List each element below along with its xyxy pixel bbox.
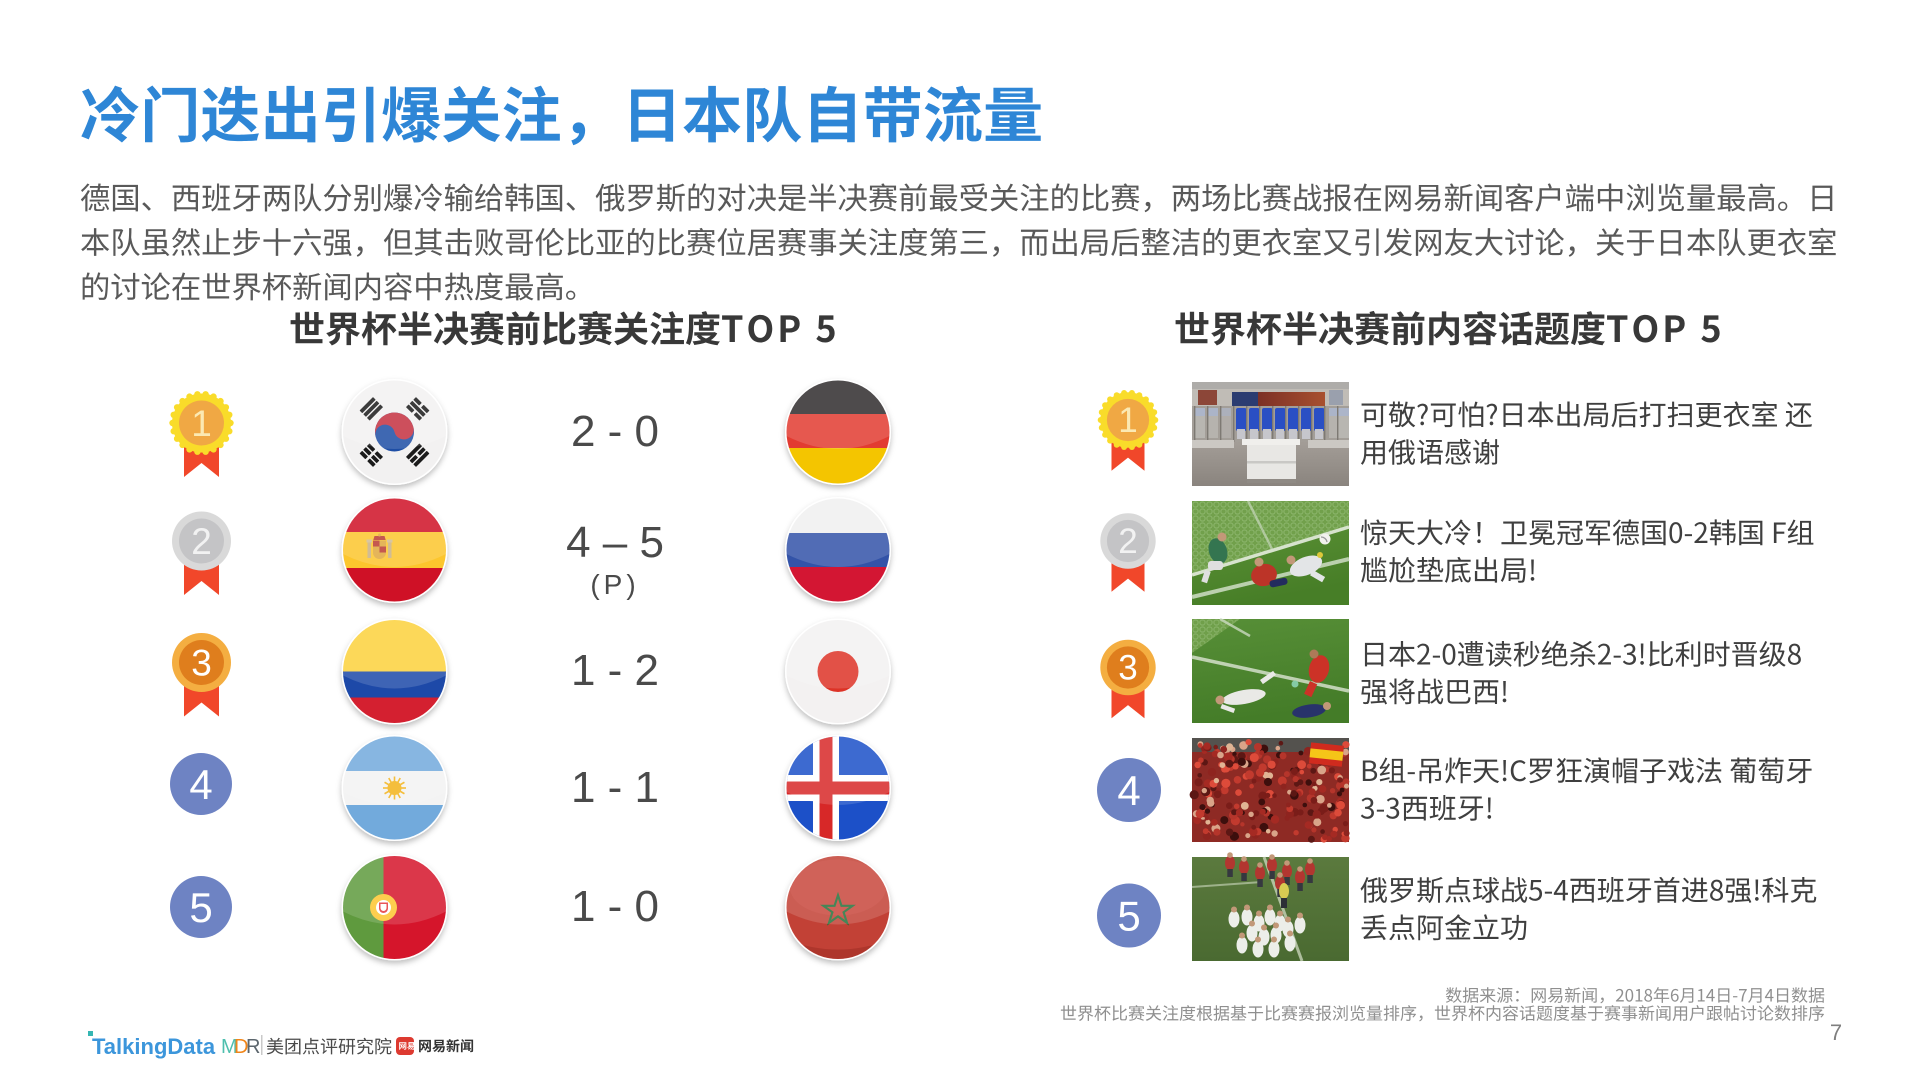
svg-text:D: D — [234, 1036, 248, 1058]
svg-text:7: 7 — [1830, 1020, 1842, 1045]
svg-text:1: 1 — [1118, 401, 1137, 440]
svg-text:1 - 2: 1 - 2 — [571, 646, 659, 695]
svg-text:3: 3 — [1118, 649, 1137, 688]
svg-text:TalkingData: TalkingData — [92, 1034, 216, 1059]
svg-text:2: 2 — [1118, 522, 1137, 561]
svg-text:4: 4 — [189, 761, 212, 808]
svg-text:3: 3 — [191, 643, 212, 684]
svg-text:1 - 0: 1 - 0 — [571, 882, 659, 931]
svg-text:2: 2 — [191, 521, 212, 562]
svg-text:4 – 5: 4 – 5 — [566, 518, 664, 567]
svg-text:5: 5 — [189, 884, 212, 931]
svg-text:(P): (P) — [590, 569, 639, 600]
svg-text:1: 1 — [191, 403, 212, 444]
svg-text:R: R — [246, 1036, 260, 1058]
svg-text:4: 4 — [1117, 767, 1140, 814]
svg-text:2 - 0: 2 - 0 — [571, 407, 659, 456]
svg-text:1 - 1: 1 - 1 — [571, 763, 659, 812]
svg-text:M: M — [221, 1036, 238, 1058]
svg-text:5: 5 — [1117, 892, 1140, 939]
